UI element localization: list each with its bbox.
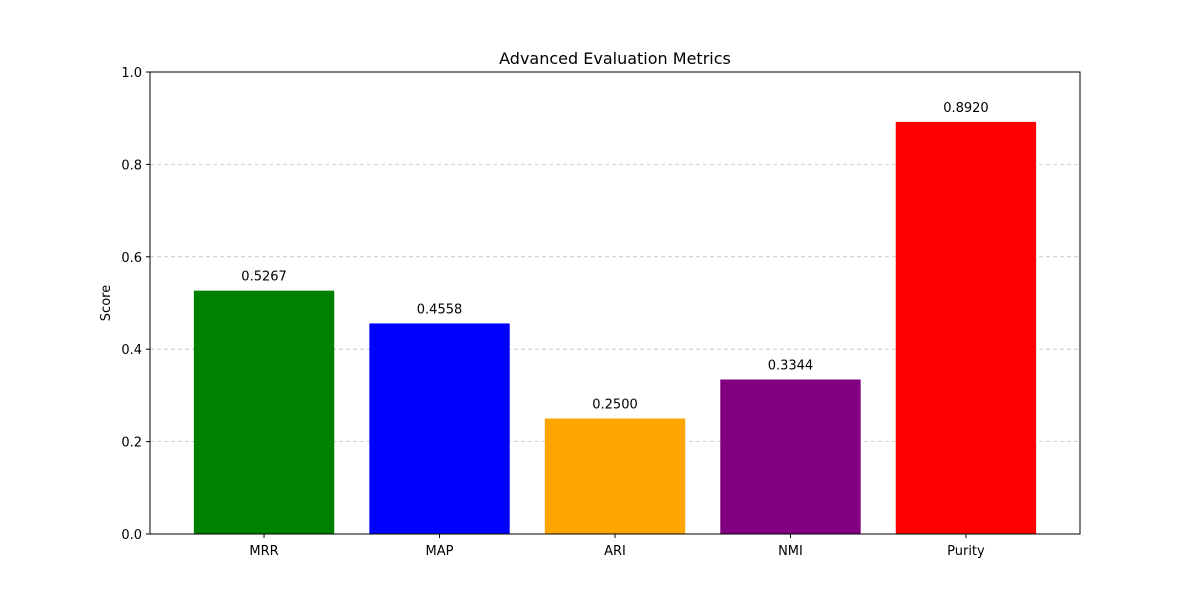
- x-tick-label-mrr: MRR: [249, 544, 278, 559]
- y-axis-ticks: 0.0 0.2 0.4 0.6 0.8 1.0: [121, 66, 150, 543]
- chart-title: Advanced Evaluation Metrics: [499, 49, 731, 68]
- bar-nmi: [720, 379, 861, 534]
- y-tick-label: 0.6: [121, 251, 142, 266]
- bar-purity: [895, 121, 1037, 534]
- x-tick-label-nmi: NMI: [778, 544, 803, 559]
- value-label-map: 0.4558: [417, 302, 463, 317]
- value-label-ari: 0.2500: [592, 398, 638, 413]
- x-axis-ticks: MRR MAP ARI NMI Purity: [249, 534, 985, 559]
- value-label-mrr: 0.5267: [241, 270, 287, 285]
- y-tick-label: 0.4: [121, 343, 142, 358]
- value-labels: 0.5267 0.4558 0.2500 0.3344 0.8920: [241, 101, 988, 413]
- x-tick-label-purity: Purity: [947, 544, 985, 559]
- x-tick-label-map: MAP: [426, 544, 454, 559]
- y-tick-label: 0.0: [121, 528, 142, 543]
- value-label-nmi: 0.3344: [768, 359, 814, 374]
- bar-ari: [544, 418, 686, 534]
- bar-map: [369, 323, 510, 534]
- y-axis-label: Score: [99, 285, 114, 321]
- value-label-purity: 0.8920: [943, 101, 989, 116]
- y-tick-label: 0.2: [121, 436, 142, 451]
- y-tick-label: 0.8: [121, 158, 142, 173]
- bar-mrr: [193, 290, 335, 534]
- y-tick-label: 1.0: [121, 66, 142, 81]
- bars: [193, 121, 1037, 534]
- x-tick-label-ari: ARI: [604, 544, 626, 559]
